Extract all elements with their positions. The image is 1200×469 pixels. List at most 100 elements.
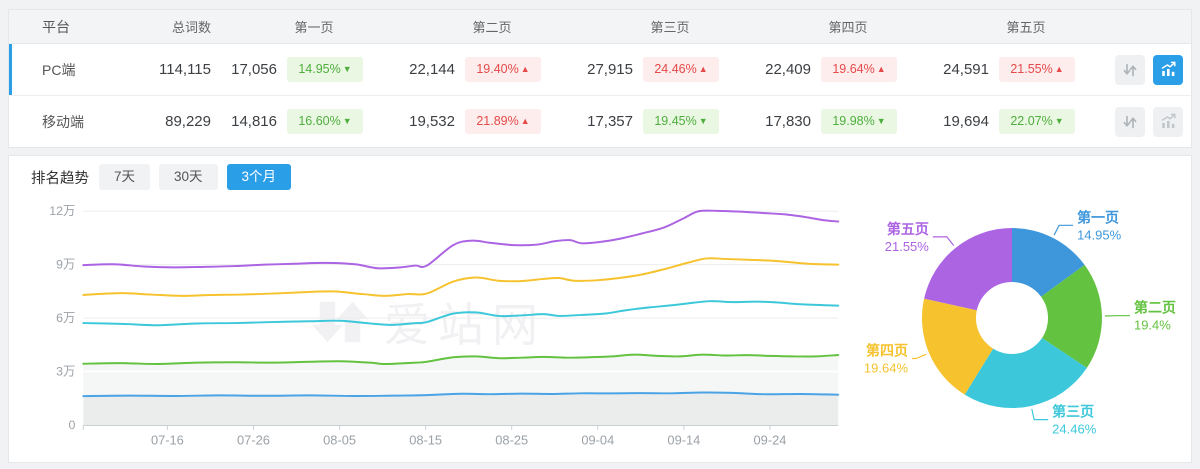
- sort-arrows-icon: [1123, 115, 1137, 128]
- trend-down-icon: ▼: [876, 116, 886, 126]
- change-badge: 19.98% ▼: [821, 109, 897, 134]
- x-axis-label: 07-16: [151, 433, 184, 448]
- page-4-cell: 22,409 19.64% ▲: [759, 57, 937, 82]
- trend-line-第三页: [82, 300, 840, 327]
- donut-slice-page-2[interactable]: [1041, 264, 1102, 368]
- change-badge: 19.64% ▲: [821, 57, 897, 82]
- rank-trend-panel: 排名趋势 7天 30天 3个月 爱站网 07-16 07-26 08-05 08-15 08…: [8, 155, 1192, 463]
- page-share-donut-chart: 第一页 14.95% 第二页 19.4% 第三页 24.46% 第四页 19.64% 第五页 21…: [860, 198, 1191, 467]
- trend-title: 排名趋势: [31, 170, 89, 187]
- donut-label-percent: 21.55%: [885, 239, 930, 254]
- keyword-count: 22,144: [409, 61, 455, 78]
- y-axis-label: 6万: [56, 311, 75, 325]
- keyword-count: 24,591: [943, 61, 989, 78]
- keyword-count: 17,056: [231, 61, 277, 78]
- change-percent: 19.98%: [832, 114, 875, 128]
- keyword-count: 17,830: [765, 113, 811, 130]
- donut-label-name: 第三页: [1052, 404, 1094, 420]
- table-row[interactable]: PC端 114,115 17,056 14.95% ▼ 22,144 19.40% ▲ 27,9…: [9, 44, 1191, 95]
- keyword-count: 19,694: [943, 113, 989, 130]
- page-1-cell: 17,056 14.95% ▼: [225, 57, 403, 82]
- column-header-page-2: 第二页: [472, 20, 512, 35]
- change-percent: 14.95%: [298, 62, 341, 76]
- donut-label-name: 第二页: [1134, 300, 1176, 316]
- table-header: 平台 总词数 第一页 第二页 第三页 第四页 第五页: [9, 10, 1191, 44]
- donut-label-name: 第四页: [866, 343, 908, 359]
- sort-arrows-icon: [1123, 63, 1137, 76]
- trend-down-icon: ▼: [342, 64, 352, 74]
- donut-leader-line: [912, 353, 927, 360]
- trend-up-icon: ▲: [1054, 64, 1064, 74]
- change-badge: 19.45% ▼: [643, 109, 719, 134]
- trend-line-第五页: [82, 209, 840, 270]
- page-2-cell: 22,144 19.40% ▲: [403, 57, 581, 82]
- y-axis-label: 0: [69, 418, 76, 432]
- trend-tab-7d[interactable]: 7天: [99, 164, 151, 190]
- row-actions: [1115, 106, 1195, 137]
- change-badge: 14.95% ▼: [287, 57, 363, 82]
- donut-label-percent: 19.64%: [864, 361, 909, 376]
- column-header-total: 总词数: [171, 20, 211, 35]
- keyword-count: 19,532: [409, 113, 455, 130]
- page-4-cell: 17,830 19.98% ▼: [759, 109, 937, 134]
- change-badge: 21.55% ▲: [999, 57, 1075, 82]
- charts-row: 爱站网 07-16 07-26 08-05 08-15 08-25 09-04 09-14 0…: [9, 192, 1191, 467]
- x-axis-label: 09-04: [581, 433, 614, 448]
- trend-tab-3m[interactable]: 3个月: [226, 164, 292, 190]
- area-fill-第一页: [83, 392, 839, 425]
- sort-button[interactable]: [1115, 106, 1145, 137]
- donut-label-name: 第一页: [1077, 209, 1119, 225]
- trend-range-tabs: 7天 30天 3个月: [99, 164, 292, 190]
- donut-slice-page-1[interactable]: [1012, 228, 1085, 297]
- area-fill-第二页: [83, 354, 839, 425]
- trend-down-icon: ▼: [698, 116, 708, 126]
- table-body: PC端 114,115 17,056 14.95% ▼ 22,144 19.40% ▲ 27,9…: [9, 44, 1191, 147]
- x-axis-label: 08-05: [323, 433, 356, 448]
- page-5-cell: 19,694 22.07% ▼: [937, 109, 1115, 134]
- donut-slice-page-3[interactable]: [964, 338, 1087, 409]
- change-percent: 19.64%: [832, 62, 875, 76]
- keyword-count: 14,816: [231, 113, 277, 130]
- page-2-cell: 19,532 21.89% ▲: [403, 109, 581, 134]
- table-row[interactable]: 移动端 89,229 14,816 16.60% ▼ 19,532 21.89% ▲ 17,35…: [9, 95, 1191, 147]
- trend-line-第四页: [82, 257, 840, 297]
- chart-toggle-button[interactable]: [1153, 54, 1183, 85]
- change-percent: 16.60%: [298, 114, 341, 128]
- trend-up-icon: ▲: [876, 64, 886, 74]
- change-percent: 21.55%: [1010, 62, 1053, 76]
- bar-trend-icon: [1161, 113, 1176, 128]
- trend-up-icon: ▲: [520, 116, 530, 126]
- line-chart-svg: 07-16 07-26 08-05 08-15 08-25 09-04 09-14 09-24…: [49, 204, 840, 448]
- x-axis-label: 09-24: [754, 433, 787, 448]
- x-axis-label: 09-14: [667, 433, 700, 448]
- donut-label-percent: 24.46%: [1052, 422, 1097, 437]
- platform-label: 移动端: [42, 113, 84, 130]
- trend-line-第一页: [82, 391, 840, 398]
- column-header-page-3: 第三页: [650, 20, 690, 35]
- donut-leader-line: [932, 236, 955, 246]
- page-1-cell: 14,816 16.60% ▼: [225, 109, 403, 134]
- keyword-rank-table: 平台 总词数 第一页 第二页 第三页 第四页 第五页 PC端 114,115 17,056 1…: [8, 9, 1192, 148]
- change-percent: 22.07%: [1010, 114, 1053, 128]
- change-badge: 19.40% ▲: [465, 57, 541, 82]
- page-3-cell: 27,915 24.46% ▲: [581, 57, 759, 82]
- trend-tab-30d[interactable]: 30天: [159, 164, 218, 190]
- watermark-text: 爱站网: [384, 299, 546, 351]
- change-percent: 21.89%: [476, 114, 519, 128]
- trend-line-chart: 爱站网 07-16 07-26 08-05 08-15 08-25 09-04 09-14 0…: [17, 194, 860, 462]
- watermark: 爱站网: [312, 289, 546, 355]
- donut-slice-page-4[interactable]: [921, 298, 994, 395]
- sort-button[interactable]: [1115, 54, 1145, 85]
- page-3-cell: 17,357 19.45% ▼: [581, 109, 759, 134]
- y-axis-label: 9万: [56, 258, 75, 272]
- donut-slice-page-5[interactable]: [924, 228, 1012, 311]
- chart-toggle-button[interactable]: [1153, 106, 1183, 137]
- row-actions: [1115, 54, 1195, 85]
- platform-label: PC端: [42, 61, 76, 78]
- y-axis-label: 3万: [56, 364, 75, 378]
- change-badge: 22.07% ▼: [999, 109, 1075, 134]
- donut-chart-svg: 第一页 14.95% 第二页 19.4% 第三页 24.46% 第四页 19.64% 第五页 21…: [864, 209, 1176, 437]
- column-header-page-5: 第五页: [1006, 20, 1046, 35]
- page-5-cell: 24,591 21.55% ▲: [937, 57, 1115, 82]
